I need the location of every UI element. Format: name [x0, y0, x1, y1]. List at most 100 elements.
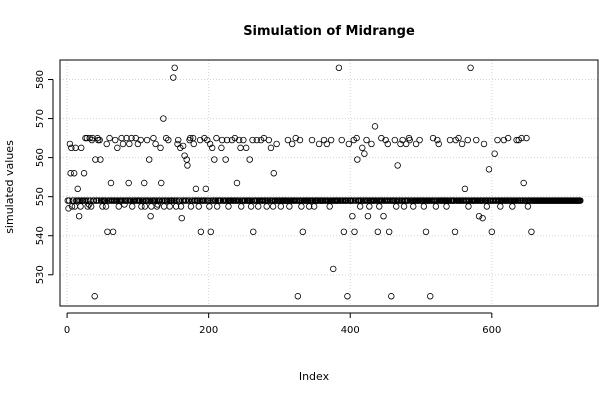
data-point: [218, 144, 225, 152]
data-point: [500, 136, 508, 144]
data-point: [187, 134, 194, 142]
data-point: [77, 203, 84, 210]
chart-title: Simulation of Midrange: [243, 24, 415, 39]
data-point: [273, 140, 280, 148]
data-point: [455, 134, 462, 142]
data-point: [420, 203, 428, 210]
data-point: [345, 140, 353, 148]
data-point: [376, 203, 383, 210]
data-point: [249, 136, 256, 144]
data-point: [140, 197, 147, 204]
y-tick-label: 560: [35, 148, 46, 167]
data-point: [206, 140, 214, 148]
x-tick-label: 600: [482, 325, 501, 336]
data-points: [64, 64, 584, 300]
data-point: [247, 203, 255, 210]
data-point: [165, 136, 172, 144]
data-point: [107, 179, 115, 187]
data-point: [320, 136, 328, 144]
data-point: [435, 140, 442, 148]
data-point: [464, 136, 471, 144]
data-point: [66, 140, 74, 148]
y-tick-label: 580: [35, 70, 46, 89]
data-point: [187, 203, 195, 210]
data-point: [269, 203, 277, 210]
data-point: [391, 136, 399, 144]
data-point: [406, 136, 413, 144]
data-point: [335, 64, 343, 72]
data-point: [504, 134, 512, 142]
data-point: [384, 140, 391, 148]
data-point: [427, 293, 434, 300]
data-point: [288, 140, 296, 148]
data-point: [202, 185, 210, 193]
data-point: [179, 142, 187, 150]
data-point: [148, 203, 155, 210]
data-point: [143, 136, 151, 144]
data-point: [344, 293, 351, 300]
data-point: [150, 134, 157, 142]
data-point: [238, 203, 245, 210]
data-point: [160, 115, 167, 122]
data-point: [298, 203, 305, 210]
x-tick-label: 400: [341, 325, 360, 336]
data-point: [246, 156, 253, 163]
data-point: [467, 64, 474, 72]
data-point: [520, 179, 527, 187]
data-point: [152, 140, 159, 148]
data-point: [213, 134, 220, 142]
data-point: [177, 203, 185, 210]
data-point: [399, 136, 406, 144]
data-point: [195, 203, 202, 210]
data-point: [128, 134, 135, 142]
x-tick-label: 0: [64, 325, 70, 336]
data-point: [296, 136, 304, 144]
data-point: [351, 228, 358, 236]
data-point: [145, 156, 153, 163]
data-point: [170, 74, 177, 81]
data-point: [211, 156, 218, 163]
data-point: [118, 134, 125, 142]
data-point: [368, 140, 375, 148]
data-point: [231, 134, 239, 142]
data-point: [361, 150, 368, 157]
data-point: [524, 203, 532, 210]
data-point: [109, 228, 117, 236]
data-point: [410, 203, 417, 210]
data-point: [96, 136, 103, 144]
data-point: [184, 162, 191, 169]
data-point: [213, 203, 221, 210]
data-point: [374, 228, 382, 236]
data-point: [70, 170, 78, 177]
data-point: [104, 228, 111, 236]
data-point: [134, 140, 142, 148]
data-point: [223, 136, 231, 144]
data-point: [363, 136, 370, 144]
data-point: [354, 156, 361, 163]
data-point: [326, 203, 333, 210]
data-point: [327, 136, 335, 144]
data-point: [166, 203, 173, 210]
data-point: [416, 136, 423, 144]
plot-frame: [59, 59, 599, 307]
data-point: [197, 228, 205, 236]
data-point: [92, 156, 99, 163]
data-point: [394, 162, 401, 169]
data-point: [330, 265, 337, 273]
data-point: [255, 203, 262, 210]
data-point: [237, 144, 244, 152]
data-point: [87, 203, 95, 210]
data-point: [242, 144, 250, 152]
data-point: [146, 197, 154, 204]
data-point: [518, 134, 525, 142]
data-point: [371, 123, 379, 130]
data-point: [250, 228, 257, 236]
data-point: [208, 144, 216, 152]
data-point: [308, 136, 316, 144]
data-point: [171, 64, 178, 72]
data-point: [480, 140, 488, 148]
data-point: [523, 134, 530, 142]
data-point: [141, 203, 149, 210]
data-point: [218, 136, 226, 144]
data-point: [577, 197, 584, 204]
